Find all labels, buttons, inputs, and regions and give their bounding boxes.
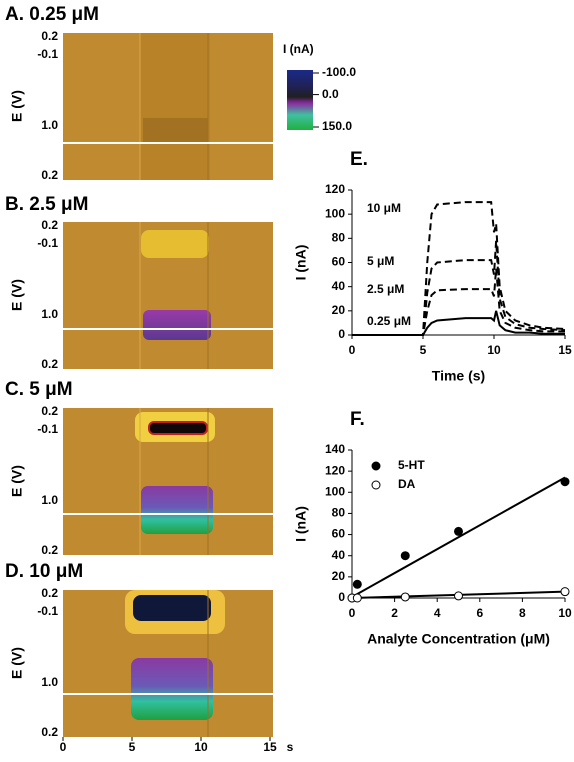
- colorplot-a: [63, 33, 273, 180]
- colorbar-label: 0.0: [322, 87, 339, 101]
- y-tick-label: -0.1: [37, 604, 58, 618]
- series-label: 0.25 μM: [367, 314, 411, 328]
- y-tick-label: 100: [325, 206, 345, 220]
- panel-title: A. 0.25 μM: [5, 4, 99, 25]
- y-tick-label: 1.0: [41, 493, 58, 507]
- x-tick-label: 10: [487, 343, 501, 357]
- x-axis-label: Analyte Concentration (μM): [367, 631, 550, 647]
- y-tick-label: 120: [325, 182, 345, 196]
- x-tick-label: 6: [476, 606, 483, 620]
- data-point: [352, 593, 362, 603]
- x-axis-label: Time (s): [432, 368, 485, 384]
- data-point: [400, 592, 410, 602]
- x-tick-label: 15: [558, 343, 572, 357]
- panel-title: E.: [350, 149, 368, 170]
- x-tick-label: 5: [420, 343, 427, 357]
- data-point: [454, 526, 463, 536]
- x-tick-label: 15: [263, 740, 277, 754]
- y-tick-label: 0.2: [41, 404, 58, 418]
- panel-title: C. 5 μM: [5, 379, 73, 400]
- y-tick-label: 20: [332, 569, 346, 583]
- series-label: 2.5 μM: [367, 282, 404, 296]
- x-tick-label: 10: [194, 740, 208, 754]
- y-tick-label: 0.2: [41, 29, 58, 43]
- x-tick-label: 5: [129, 740, 136, 754]
- legend-label: DA: [398, 477, 416, 491]
- y-tick-label: 80: [332, 231, 346, 245]
- y-tick-label: 80: [332, 506, 346, 520]
- data-point: [560, 477, 570, 487]
- y-tick-label: 0.2: [41, 218, 58, 232]
- data-point: [352, 579, 362, 589]
- x-tick-label: 2: [391, 606, 398, 620]
- data-point: [400, 551, 410, 561]
- y-tick-label: 120: [325, 463, 345, 477]
- series-line: [352, 201, 566, 336]
- x-axis-label: s: [287, 740, 294, 754]
- fit-line: [351, 476, 566, 598]
- y-tick-label: 1.0: [41, 118, 58, 132]
- y-tick-label: 0.2: [41, 725, 58, 739]
- y-tick-label: 20: [332, 303, 346, 317]
- y-tick-label: 40: [332, 548, 346, 562]
- legend-marker: [371, 461, 381, 471]
- x-tick-label: 10: [558, 606, 572, 620]
- colorbar-label: -100.0: [322, 65, 356, 79]
- y-tick-label: 40: [332, 279, 346, 293]
- y-tick-label: 140: [325, 442, 345, 456]
- y-axis-label: E (V): [9, 465, 25, 497]
- legend-marker: [371, 480, 381, 490]
- y-tick-label: -0.1: [37, 422, 58, 436]
- colorplot-d: [63, 590, 273, 737]
- y-axis-label: I (nA): [293, 506, 309, 542]
- colorbar-label: 150.0: [322, 119, 352, 133]
- panel-title: F.: [350, 409, 365, 430]
- y-tick-label: 0.2: [41, 543, 58, 557]
- y-axis-label: E (V): [9, 647, 25, 679]
- y-tick-label: 60: [332, 527, 346, 541]
- y-tick-label: 1.0: [41, 675, 58, 689]
- y-tick-label: 1.0: [41, 307, 58, 321]
- y-tick-label: 0: [338, 590, 345, 604]
- series-line: [352, 310, 565, 336]
- series-line: [352, 268, 565, 336]
- panel-title: D. 10 μM: [5, 561, 83, 582]
- colorbar-title: I (nA): [283, 42, 314, 56]
- series-line: [352, 240, 566, 336]
- data-point: [560, 587, 570, 597]
- x-tick-label: 8: [519, 606, 526, 620]
- panel-title: B. 2.5 μM: [5, 194, 88, 215]
- x-tick-label: 0: [349, 606, 356, 620]
- colorplot-c: [63, 408, 273, 555]
- x-tick-label: 0: [60, 740, 67, 754]
- y-tick-label: -0.1: [37, 236, 58, 250]
- y-tick-label: 100: [325, 484, 345, 498]
- x-tick-label: 4: [434, 606, 441, 620]
- colorbar: [287, 70, 313, 130]
- y-axis-label: E (V): [9, 279, 25, 311]
- legend-label: 5-HT: [398, 458, 425, 472]
- data-point: [454, 591, 463, 601]
- series-label: 5 μM: [367, 254, 394, 268]
- colorplot-b: [63, 222, 273, 369]
- series-label: 10 μM: [367, 201, 401, 215]
- y-tick-label: -0.1: [37, 47, 58, 61]
- x-tick-label: 0: [349, 343, 356, 357]
- y-tick-label: 0.2: [41, 168, 58, 182]
- y-axis-label: I (nA): [293, 245, 309, 281]
- y-axis-label: E (V): [9, 90, 25, 122]
- y-tick-label: 0: [338, 327, 345, 341]
- y-tick-label: 0.2: [41, 357, 58, 371]
- y-tick-label: 60: [332, 255, 346, 269]
- y-tick-label: 0.2: [41, 586, 58, 600]
